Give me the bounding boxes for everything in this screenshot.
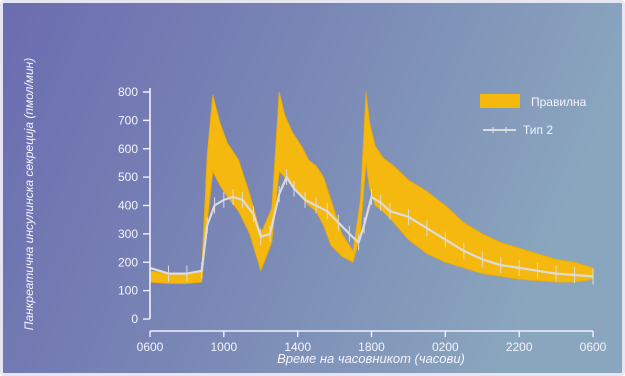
- x-tick-label: 0600: [580, 340, 607, 354]
- y-tick-label: 700: [118, 113, 138, 127]
- y-tick-label: 100: [118, 284, 138, 298]
- legend: Правилна Тип 2: [480, 94, 587, 137]
- series-line-tip-2: [149, 176, 594, 278]
- x-tick-label: 2200: [506, 340, 533, 354]
- y-tick-label: 500: [118, 170, 138, 184]
- legend-label-series-2: Тип 2: [523, 123, 553, 137]
- y-tick-label: 600: [118, 142, 138, 156]
- x-tick-label: 0600: [137, 340, 164, 354]
- axes: 0 100 200 300 400 500 600 700 800 0600 1000 1400 180…: [118, 85, 607, 354]
- x-axis-title: Време на часовникот (часови): [277, 351, 465, 366]
- x-tick-label: 0200: [432, 340, 459, 354]
- legend-label-series-1: Правилна: [531, 95, 587, 109]
- insulin-secretion-chart: 0 100 200 300 400 500 600 700 800 0600 1000 1400 180…: [3, 3, 622, 373]
- y-axis-title: Панкреатична инсулинска секреција (пмол/…: [22, 58, 36, 330]
- y-tick-label: 400: [118, 199, 138, 213]
- x-tick-label: 1800: [358, 340, 385, 354]
- y-tick-label: 300: [118, 227, 138, 241]
- x-tick-label: 1400: [284, 340, 311, 354]
- y-tick-label: 0: [131, 312, 138, 326]
- plot-area: [149, 91, 594, 285]
- legend-swatch-series-1: [480, 94, 520, 108]
- y-tick-label: 200: [118, 255, 138, 269]
- x-tick-label: 1000: [210, 340, 237, 354]
- y-tick-label: 800: [118, 85, 138, 99]
